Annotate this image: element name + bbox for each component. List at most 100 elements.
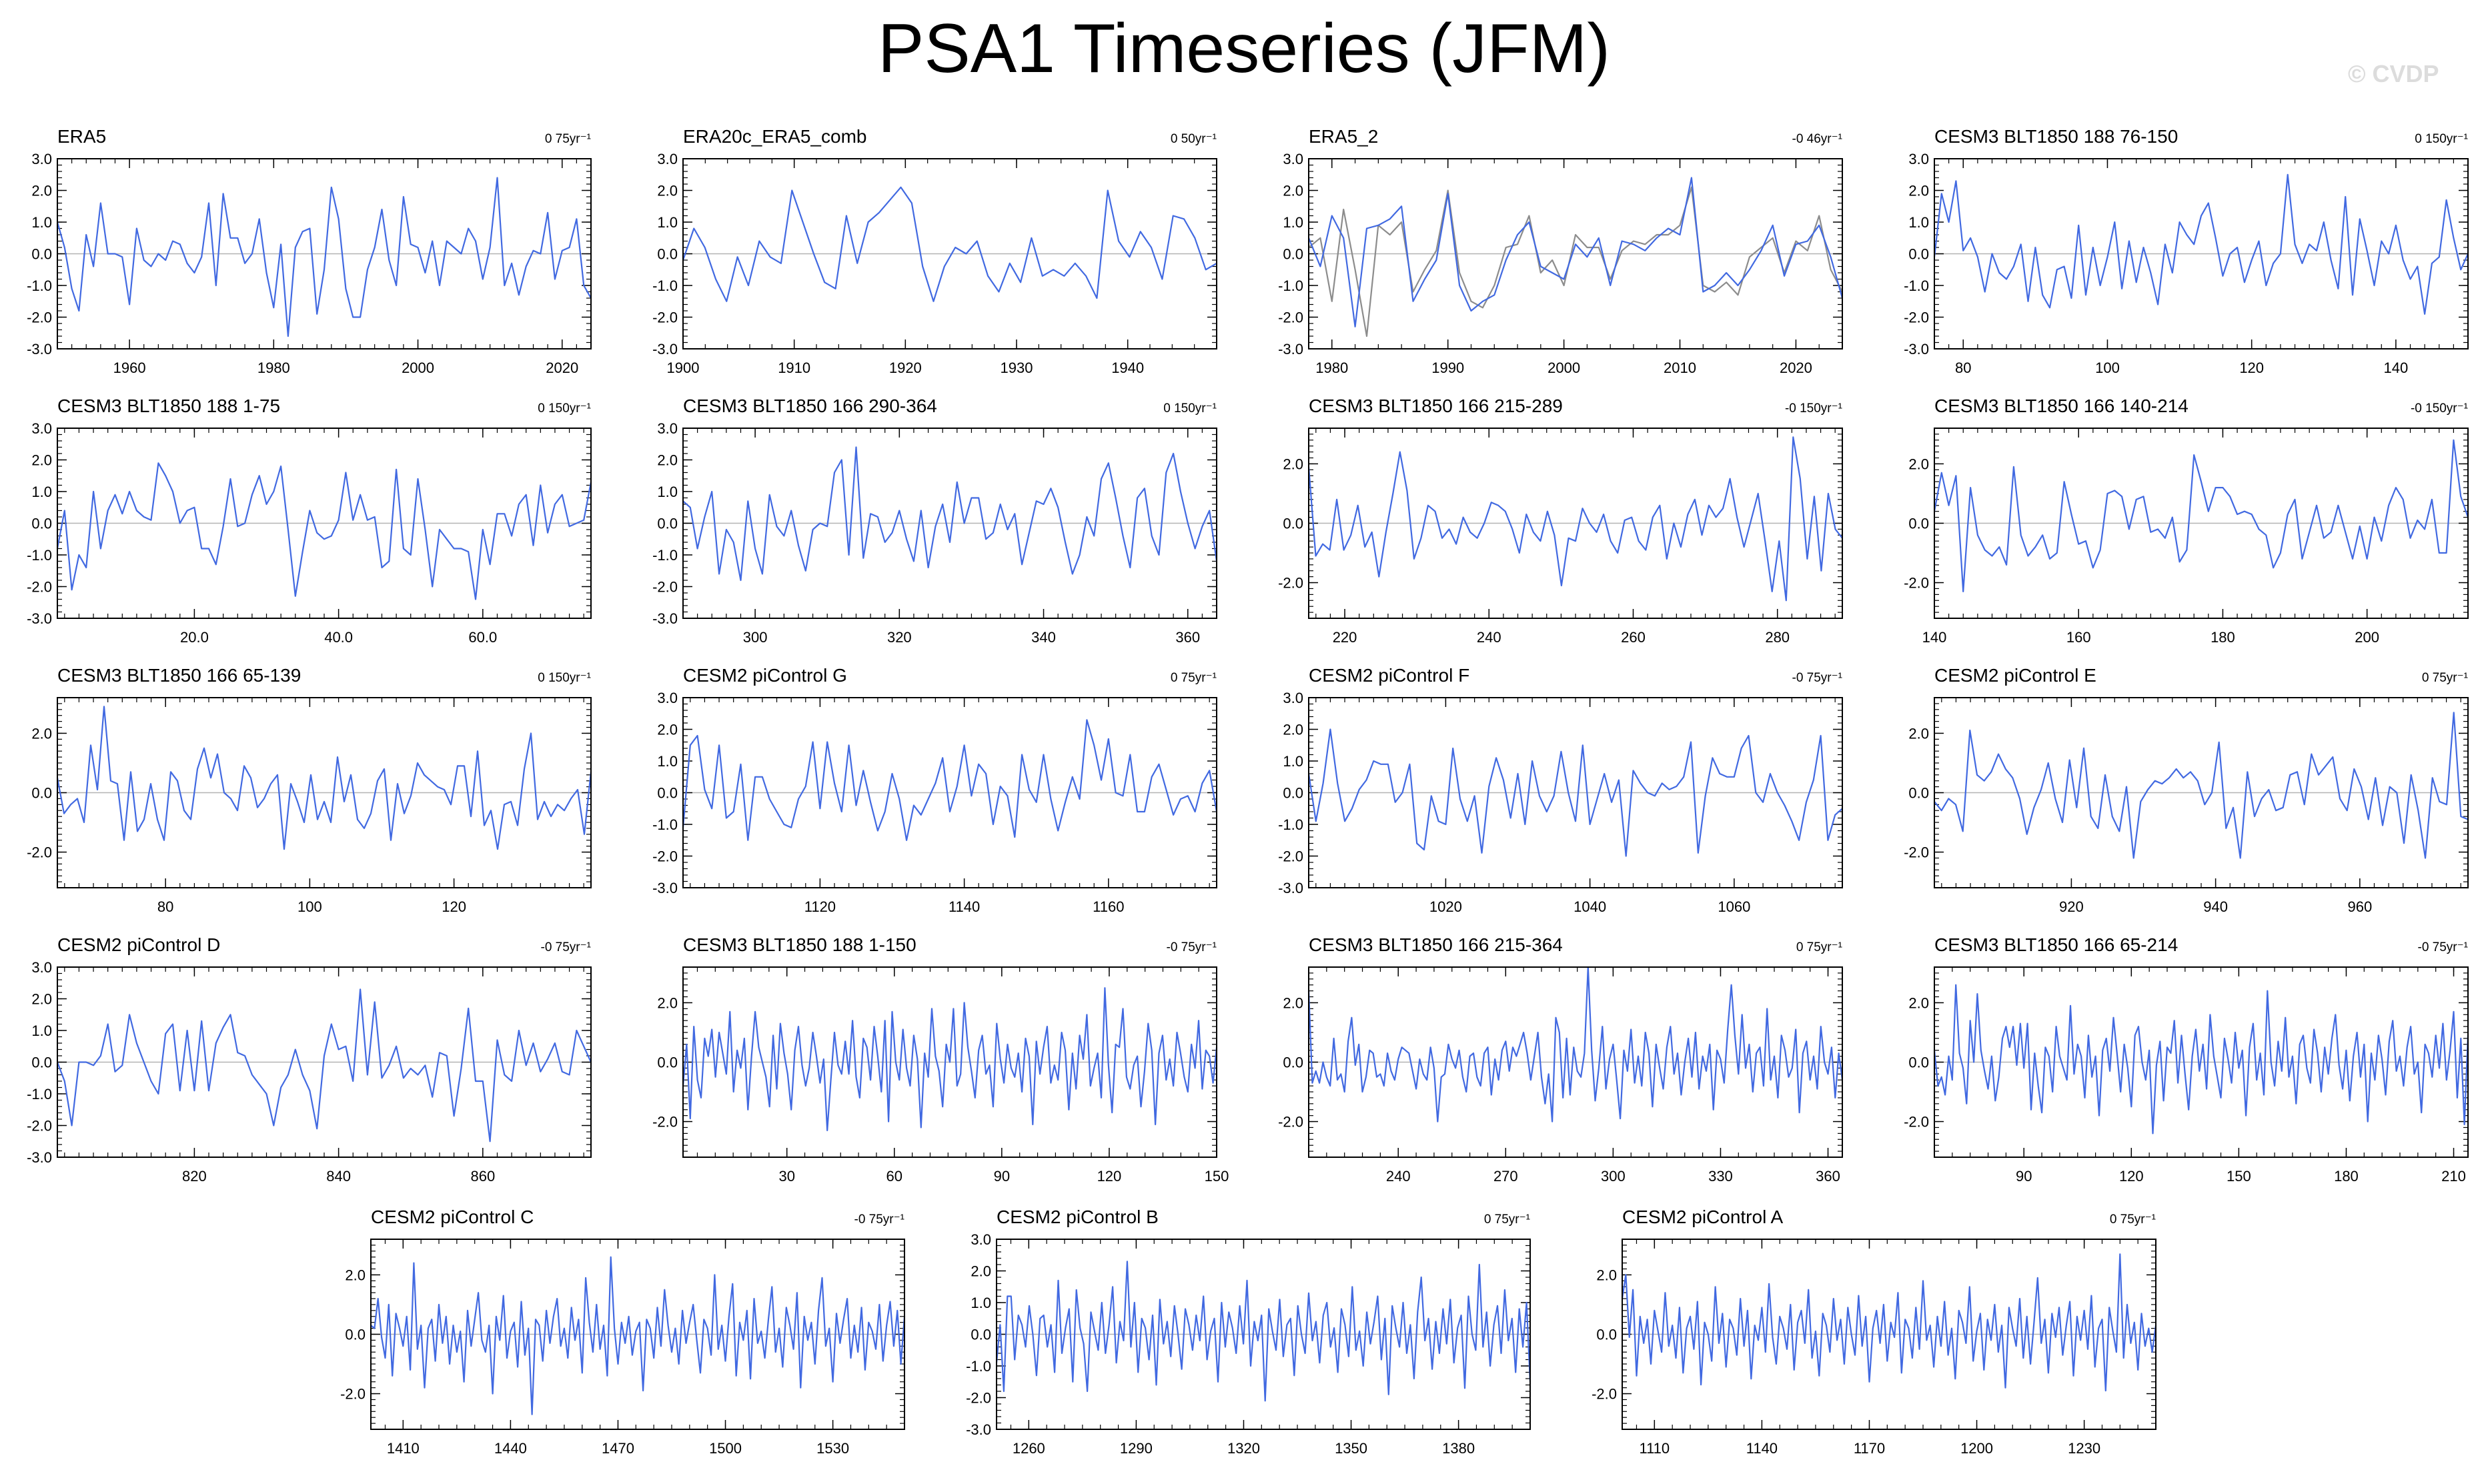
trend-label: -0 75yr⁻¹ (1792, 671, 1843, 685)
plot-frame (1622, 1239, 2156, 1430)
y-tick-label: -3.0 (1904, 341, 1929, 357)
series-line-1 (56, 706, 592, 850)
x-tick-label: 1980 (1315, 359, 1348, 376)
panel-title: CESM3 BLT1850 166 215-364 (1309, 934, 1563, 955)
plot-frame (1934, 697, 2469, 888)
panel-16: CESM3 BLT1850 166 65-214 -0 75yr⁻¹ -2.0 0.0… (1904, 934, 2469, 1185)
x-tick-label: 1380 (1442, 1440, 1475, 1457)
y-tick-label: 0.0 (1283, 246, 1303, 263)
y-tick-label: 2.0 (1283, 456, 1303, 472)
panel-title: CESM3 BLT1850 188 1-150 (683, 934, 916, 955)
y-tick-label: 3.0 (31, 420, 52, 437)
x-tick-label: 820 (182, 1168, 207, 1185)
x-tick-label: 140 (1922, 629, 1947, 646)
x-tick-label: 1930 (1001, 359, 1033, 376)
series-line-1 (1307, 436, 1843, 602)
y-tick-label: -1.0 (1278, 816, 1303, 833)
panel-10: CESM2 piControl G 0 75yr⁻¹ -3.0 -2.0 -1.0 0.0… (652, 665, 1218, 915)
trend-label: -0 75yr⁻¹ (1167, 940, 1217, 954)
y-tick-label: 0.0 (1908, 516, 1929, 532)
trend-label: 0 75yr⁻¹ (1171, 671, 1217, 685)
y-tick-label: 1.0 (657, 753, 678, 770)
x-tick-label: 1020 (1429, 898, 1462, 915)
series-line-1 (995, 1261, 1531, 1402)
plot-frame (370, 1239, 905, 1430)
x-tick-label: 1500 (709, 1440, 742, 1457)
x-tick-label: 1110 (1639, 1440, 1670, 1457)
y-tick-label: 0.0 (1908, 1054, 1929, 1071)
trend-label: 0 50yr⁻¹ (1171, 132, 1217, 146)
plot-frame (682, 697, 1217, 888)
x-tick-label: 1530 (816, 1440, 849, 1457)
y-tick-label: -2.0 (1278, 848, 1303, 865)
y-tick-label: 3.0 (1908, 151, 1929, 167)
x-tick-label: 80 (157, 898, 173, 915)
y-tick-label: 0.0 (1283, 1054, 1303, 1071)
panel-title: CESM3 BLT1850 166 65-139 (57, 665, 301, 686)
panel-8: CESM3 BLT1850 166 140-214 -0 150yr⁻¹ -2.0 0… (1904, 396, 2469, 646)
y-tick-label: 0.0 (1908, 785, 1929, 802)
x-tick-label: 1140 (1746, 1440, 1778, 1457)
y-tick-label: 0.0 (345, 1327, 366, 1343)
x-tick-label: 1120 (804, 898, 836, 915)
panel-title: CESM2 piControl A (1622, 1207, 1784, 1227)
x-tick-label: 1290 (1120, 1440, 1153, 1457)
y-tick-label: -3.0 (966, 1421, 991, 1438)
series-line-1 (1307, 177, 1844, 327)
series-line-1 (1934, 712, 2469, 859)
x-tick-label: 1990 (1431, 359, 1464, 376)
y-tick-label: -1.0 (652, 277, 678, 294)
y-tick-label: 0.0 (31, 785, 52, 802)
y-tick-label: 2.0 (657, 994, 678, 1011)
x-tick-label: 2010 (1664, 359, 1696, 376)
trend-label: -0 150yr⁻¹ (1785, 402, 1842, 416)
cvdp-watermark: © CVDP (2348, 60, 2439, 87)
x-tick-label: 90 (994, 1168, 1010, 1185)
y-tick-label: -2.0 (27, 1118, 52, 1135)
x-tick-label: 860 (470, 1168, 495, 1185)
panel-1: ERA5 0 75yr⁻¹ -3.0 -2.0 -1.0 0.0 1.0 2.0 3.0 1960… (27, 126, 592, 376)
y-tick-label: 2.0 (657, 183, 678, 199)
x-tick-label: 1940 (1111, 359, 1144, 376)
x-tick-label: 330 (1708, 1168, 1733, 1185)
y-tick-label: 3.0 (657, 420, 678, 437)
y-tick-label: 0.0 (1283, 785, 1303, 802)
trend-label: 0 75yr⁻¹ (2422, 671, 2468, 685)
x-tick-label: 2000 (1547, 359, 1580, 376)
x-tick-label: 40.0 (324, 629, 353, 646)
y-tick-label: -1.0 (652, 816, 678, 833)
x-tick-label: 1060 (1718, 898, 1750, 915)
y-tick-label: -3.0 (652, 610, 678, 627)
x-tick-label: 60.0 (468, 629, 497, 646)
panel-title: CESM2 piControl D (57, 934, 220, 955)
x-tick-label: 180 (2334, 1168, 2359, 1185)
y-tick-label: -2.0 (1278, 309, 1303, 326)
y-tick-label: -3.0 (27, 341, 52, 357)
y-tick-label: 0.0 (31, 516, 52, 532)
y-tick-label: 0.0 (657, 1054, 678, 1071)
trend-label: -0 46yr⁻¹ (1792, 132, 1843, 146)
y-tick-label: 2.0 (1908, 725, 1929, 742)
panel-9: CESM3 BLT1850 166 65-139 0 150yr⁻¹ -2.0 0.0… (27, 665, 592, 915)
y-tick-label: -2.0 (652, 309, 678, 326)
x-tick-label: 940 (2203, 898, 2228, 915)
panel-19: CESM2 piControl A 0 75yr⁻¹ -2.0 0.0 2.0 1110 1… (1592, 1207, 2157, 1457)
x-tick-label: 260 (1621, 629, 1646, 646)
panel-title: ERA5 (57, 126, 106, 147)
series-line-1 (682, 446, 1218, 582)
panel-title: CESM2 piControl C (371, 1207, 534, 1227)
y-tick-label: 0.0 (657, 785, 678, 802)
y-tick-label: -2.0 (1278, 575, 1303, 592)
trend-label: 0 75yr⁻¹ (1796, 940, 1842, 954)
y-tick-label: -2.0 (966, 1390, 991, 1407)
y-tick-label: -3.0 (1278, 880, 1303, 896)
panel-14: CESM3 BLT1850 188 1-150 -0 75yr⁻¹ -2.0 0.0 2… (652, 934, 1229, 1185)
y-tick-label: -1.0 (1278, 277, 1303, 294)
x-tick-label: 1160 (1093, 898, 1124, 915)
x-tick-label: 2020 (546, 359, 578, 376)
x-tick-label: 1980 (257, 359, 290, 376)
y-tick-label: 0.0 (971, 1327, 991, 1343)
y-tick-label: 0.0 (31, 1054, 52, 1071)
